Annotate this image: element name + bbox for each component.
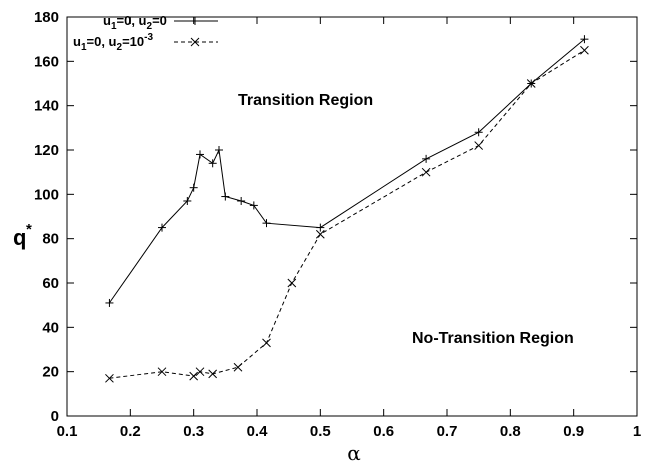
series-1-point <box>249 201 258 210</box>
x-tick-label: 0.8 <box>500 423 521 440</box>
y-tick-label: 20 <box>42 364 59 381</box>
series-2-point <box>195 367 205 377</box>
series-1-point <box>158 223 166 232</box>
legend-marker-series-2 <box>190 37 200 47</box>
series-2-point <box>189 371 199 381</box>
y-tick-label: 100 <box>34 186 59 203</box>
series-1-point <box>189 183 198 192</box>
x-tick-label: 0.5 <box>310 423 331 440</box>
series-1-point <box>105 298 114 307</box>
x-tick-label: 0.1 <box>57 423 78 440</box>
y-tick-label: 80 <box>42 231 59 248</box>
series-2 <box>105 45 589 383</box>
y-tick-label: 60 <box>42 275 59 292</box>
x-tick-label: 0.7 <box>437 423 458 440</box>
series-2-point <box>287 278 297 288</box>
x-tick-label: 0.9 <box>563 423 584 440</box>
series-1-point <box>237 196 246 205</box>
series-2-point <box>262 338 271 348</box>
series-1-point <box>262 219 271 228</box>
y-axis-label-superscript: * <box>26 221 32 238</box>
y-axis-label: q <box>13 225 26 250</box>
y-tick-label: 140 <box>34 98 59 115</box>
y-tick-label: 40 <box>42 319 59 336</box>
series-1-point <box>196 150 204 159</box>
series-1 <box>105 35 589 307</box>
plot-frame <box>66 16 638 417</box>
series-2-point <box>526 79 536 88</box>
axis-ticks <box>66 16 638 417</box>
series-1-point <box>183 196 192 205</box>
x-axis-label: α <box>347 441 361 465</box>
series-2-point <box>105 373 114 383</box>
y-tick-label: 160 <box>34 53 59 70</box>
legend: u1=0, u2=0 u1=0, u2=10-3 <box>73 13 218 53</box>
series-2-point <box>315 229 325 239</box>
plot-border <box>66 16 638 417</box>
tick-labels: 0.1 0.2 0.3 0.4 0.5 0.6 0.7 0.8 0.9 1 0 20 40 60 80 100… <box>34 9 641 440</box>
series-2-point <box>580 45 589 55</box>
y-tick-label: 180 <box>34 9 59 26</box>
series-2-point <box>421 167 431 177</box>
annotation-transition-region: Transition Region <box>238 92 373 109</box>
annotation-no-transition-region: No-Transition Region <box>412 330 574 347</box>
series-1-point <box>208 159 217 168</box>
legend-marker-series-1 <box>191 17 199 25</box>
series-1-point <box>580 35 589 44</box>
series-2-point <box>157 367 167 377</box>
series-1-point <box>215 146 223 154</box>
series-2-point <box>474 141 484 150</box>
x-tick-label: 0.3 <box>183 423 204 440</box>
series-2-point <box>233 362 243 372</box>
series-1-point <box>474 128 483 137</box>
x-tick-label: 0.4 <box>247 423 269 440</box>
series-layer <box>105 35 589 383</box>
y-tick-label: 120 <box>34 142 59 159</box>
series-1-point <box>422 154 431 163</box>
series-1-point <box>316 223 325 232</box>
series-1-point <box>221 192 230 201</box>
y-tick-label: 0 <box>51 408 59 425</box>
legend-label-series-1: u1=0, u2=0 <box>103 13 167 32</box>
x-tick-label: 1 <box>633 423 641 440</box>
legend-label-series-2: u1=0, u2=10-3 <box>73 32 153 53</box>
x-tick-label: 0.6 <box>373 423 394 440</box>
x-tick-label: 0.2 <box>120 423 141 440</box>
series-1-line <box>108 38 585 304</box>
series-2-point <box>208 369 218 379</box>
